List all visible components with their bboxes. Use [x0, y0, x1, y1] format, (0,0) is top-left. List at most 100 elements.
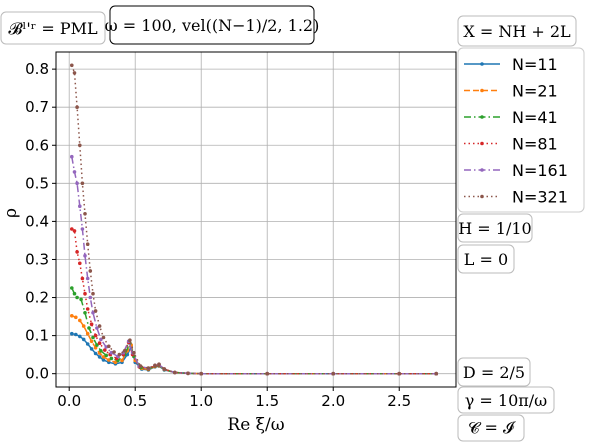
series-n-321 — [70, 63, 439, 376]
data-point — [95, 343, 99, 347]
grid-lines — [56, 52, 456, 387]
y-tick-label: 0.7 — [25, 98, 49, 116]
legend-swatch-marker — [480, 194, 484, 199]
plot-area-frame — [55, 51, 457, 388]
data-point — [104, 353, 108, 358]
legend-label: N=161 — [512, 161, 568, 180]
y-tick-label: 0.6 — [25, 136, 49, 154]
data-point — [88, 269, 93, 273]
data-point — [128, 338, 132, 343]
x-tick-label: 1.0 — [189, 392, 213, 410]
legend-entry: N=21 — [464, 82, 558, 101]
data-point — [117, 352, 122, 357]
y-tick-label: 0.1 — [25, 327, 49, 345]
series-line — [71, 156, 437, 375]
y-axis-label: ρ — [1, 208, 21, 218]
data-point — [199, 371, 203, 376]
series-line — [71, 287, 437, 375]
legend: N=11 N=21 N=41 N=81 N=161 N=321 — [457, 47, 585, 213]
data-point — [173, 370, 177, 375]
data-point — [80, 227, 85, 231]
legend-entry: N=81 — [464, 135, 558, 154]
data-point — [78, 318, 82, 323]
legend-entry: N=41 — [464, 108, 558, 127]
legend-entry: N=161 — [464, 161, 568, 180]
data-point — [101, 335, 106, 340]
data-point — [74, 332, 78, 337]
data-point — [265, 371, 270, 376]
data-point — [97, 324, 102, 328]
svg-text:γ = 10π/ω: γ = 10π/ω — [465, 391, 547, 410]
x-tick-label: 0.0 — [57, 392, 81, 410]
data-point — [93, 351, 98, 356]
data-point — [138, 364, 143, 368]
data-point — [157, 362, 161, 367]
axis-ticks: 0.0 0.5 1.0 1.5 2.0 2.5 0.0 0.1 0.2 0.3 0.4 0.5 0.6 0… — [25, 60, 411, 410]
data-point — [78, 204, 82, 208]
y-tick-label: 0.3 — [25, 250, 49, 268]
data-point — [75, 250, 79, 254]
data-point — [81, 324, 86, 328]
data-point — [112, 350, 116, 354]
data-point — [88, 295, 93, 300]
data-point — [107, 344, 111, 349]
data-point — [93, 346, 98, 350]
data-point — [74, 315, 78, 320]
svg-text:𝓑ˡ'ʳ = PML: 𝓑ˡ'ʳ = PML — [8, 19, 98, 38]
series-n-41 — [70, 286, 439, 376]
data-point — [85, 331, 90, 336]
legend-swatch-marker — [480, 115, 484, 119]
data-point — [83, 253, 87, 258]
annotation-c: 𝓒 = 𝓘 — [457, 414, 525, 442]
data-point — [70, 227, 74, 231]
annotation-l: L = 0 — [457, 244, 515, 274]
annotation-boundary-condition: 𝓑ˡ'ʳ = PML — [0, 11, 106, 45]
data-point — [83, 291, 87, 296]
series-n-21 — [70, 314, 439, 376]
data-point — [434, 371, 439, 376]
data-point — [70, 154, 74, 159]
data-point — [331, 371, 336, 376]
data-point — [120, 358, 124, 363]
data-point — [89, 322, 94, 327]
data-point — [89, 347, 94, 351]
data-point — [70, 286, 74, 290]
x-axis-label: Re ξ/ω — [227, 415, 284, 435]
data-point — [85, 242, 90, 246]
data-point — [99, 349, 103, 353]
data-point — [72, 170, 77, 174]
data-point — [83, 212, 87, 216]
svg-text:𝓒 = 𝓘: 𝓒 = 𝓘 — [468, 418, 516, 437]
data-point — [101, 355, 106, 359]
data-point — [113, 360, 118, 365]
x-tick-label: 2.0 — [321, 392, 345, 410]
data-point — [91, 311, 95, 315]
data-point — [132, 350, 136, 355]
data-point — [72, 71, 77, 75]
x-tick-label: 0.5 — [123, 392, 147, 410]
data-point — [153, 363, 157, 368]
data-point — [397, 371, 402, 376]
annotation-domain-size: X = NH + 2L — [457, 15, 577, 47]
data-point — [95, 326, 99, 330]
series-line — [71, 315, 437, 375]
annotation-h: H = 1/10 — [457, 213, 533, 243]
y-tick-label: 0.0 — [25, 365, 49, 383]
data-point — [103, 348, 107, 352]
data-point — [109, 350, 114, 355]
data-point — [79, 297, 83, 302]
data-point — [186, 371, 190, 376]
legend-entry: N=321 — [464, 188, 568, 207]
legend-label: N=41 — [512, 108, 558, 127]
data-point — [80, 276, 85, 281]
data-point — [78, 261, 82, 266]
data-point — [85, 276, 90, 281]
x-tick-label: 2.5 — [387, 392, 411, 410]
legend-label: N=81 — [512, 135, 558, 154]
legend-label: N=11 — [512, 55, 558, 74]
data-point — [72, 229, 77, 233]
data-point — [89, 339, 94, 344]
data-point — [75, 105, 79, 109]
svg-text:D = 2/5: D = 2/5 — [463, 363, 525, 382]
